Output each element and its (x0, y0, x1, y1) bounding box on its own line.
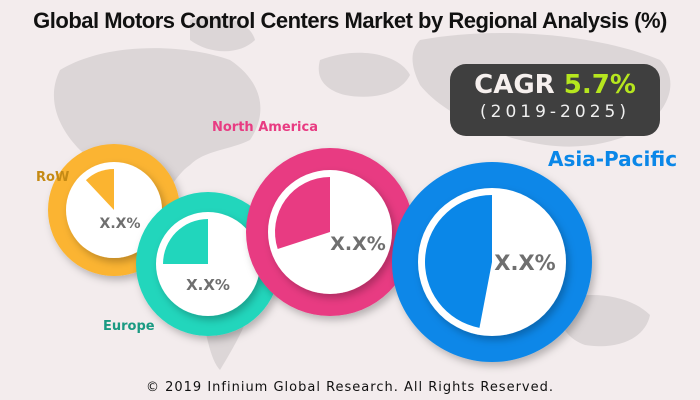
label-north-america: North America (212, 120, 318, 135)
pie-slice-north-america (275, 177, 330, 249)
label-europe: Europe (103, 319, 155, 334)
value-label-asia-pacific: X.X% (494, 251, 555, 275)
value-label-europe: X.X% (186, 276, 230, 294)
cagr-period: (2019-2025) (480, 102, 630, 122)
value-label-north-america: X.X% (330, 233, 386, 255)
pie-slice-europe (163, 219, 208, 264)
chart-title: Global Motors Control Centers Market by … (33, 8, 667, 33)
pie-slice-asia-pacific (425, 195, 492, 328)
label-row: RoW (36, 170, 70, 185)
bubble-asia-pacific: X.X% (392, 162, 592, 362)
bubble-north-america: X.X% (246, 148, 414, 316)
cagr-label: CAGR (474, 70, 555, 100)
pie-slice-row (85, 169, 114, 210)
label-asia-pacific: Asia-Pacific (548, 147, 678, 171)
bubble-europe: X.X% (136, 192, 280, 336)
cagr-value: 5.7% (563, 70, 636, 100)
value-label-row: X.X% (100, 216, 141, 232)
cagr-badge: CAGR 5.7% (2019-2025) (450, 64, 660, 136)
copyright-footer: © 2019 Infinium Global Research. All Rig… (145, 380, 555, 395)
